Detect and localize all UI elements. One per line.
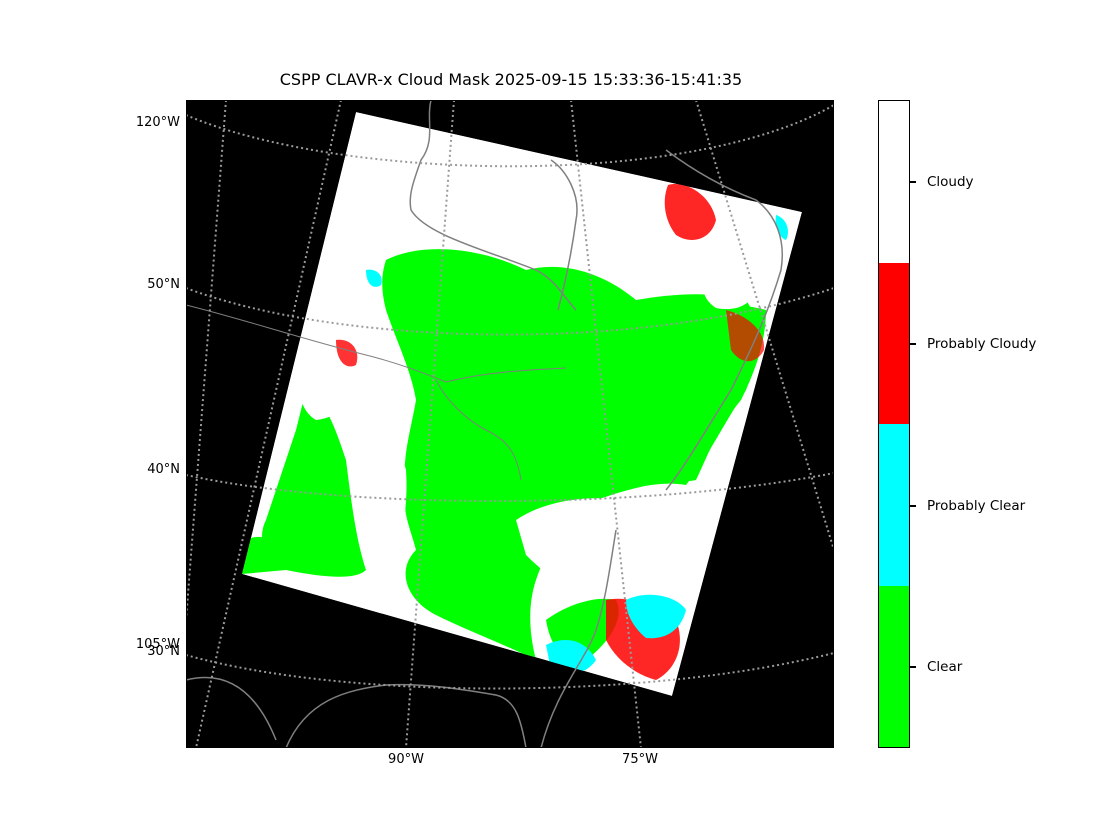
prob-cloudy-ne (664, 184, 716, 240)
prob-cloudy-e (726, 310, 765, 362)
coastline-path (550, 159, 578, 311)
prob-clear-ne (775, 215, 788, 240)
meridian-line (195, 100, 342, 748)
graticule (186, 100, 834, 748)
parallel-line (186, 287, 834, 336)
colorbar-tick (910, 343, 916, 345)
cloud-mask-map (186, 100, 834, 748)
lat-label: 30°N (147, 644, 180, 659)
cloud-blob-nw (299, 356, 356, 420)
clear-region-west-2 (242, 536, 286, 574)
map-title: CSPP CLAVR-x Cloud Mask 2025-09-15 15:33… (279, 70, 743, 89)
colorbar-label: Probably Cloudy (927, 336, 1037, 352)
lon-label: 75°W (622, 752, 658, 767)
colorbar-segment-probably-cloudy (879, 263, 909, 424)
colorbar-label: Clear (927, 659, 963, 675)
prob-clear-se (626, 594, 686, 639)
parallel-line (186, 104, 834, 168)
lat-label: 120°W (135, 115, 180, 130)
meridian-line (570, 100, 642, 748)
lat-label: 105°W (135, 637, 180, 652)
coastline-path (665, 149, 783, 491)
meridian-line (186, 100, 227, 621)
swath (242, 112, 802, 696)
colorbar-label: Cloudy (927, 174, 974, 190)
colorbar-tick (910, 505, 916, 507)
cloud-blob-se (516, 498, 706, 602)
prob-cloudy-west (336, 339, 358, 367)
cloud-blob-sw (374, 451, 407, 564)
prob-clear-nw (366, 269, 382, 287)
lon-label: 90°W (388, 752, 424, 767)
coastline-path (186, 676, 527, 748)
colorbar-segment-cloudy (879, 101, 909, 263)
colorbar-label: Probably Clear (927, 498, 1026, 514)
colorbar-tick (910, 181, 916, 183)
coastline-path (540, 529, 617, 748)
lat-label: 50°N (147, 277, 180, 292)
coastline-path (409, 100, 577, 311)
cloud-blob-ne (703, 274, 756, 310)
border-path (186, 304, 567, 383)
meridian-line (695, 100, 834, 551)
coastlines (186, 100, 783, 748)
meridian-line (405, 100, 455, 748)
map-canvas (186, 100, 834, 748)
colorbar-segment-probably-clear (879, 424, 909, 586)
lat-label: 40°N (147, 462, 180, 477)
colorbar (878, 100, 910, 748)
clear-region-west (262, 390, 366, 577)
border-path (435, 379, 522, 481)
parallel-line (186, 472, 834, 502)
colorbar-tick (910, 666, 916, 668)
colorbar-segment-clear (879, 586, 909, 747)
parallel-line (186, 652, 834, 690)
